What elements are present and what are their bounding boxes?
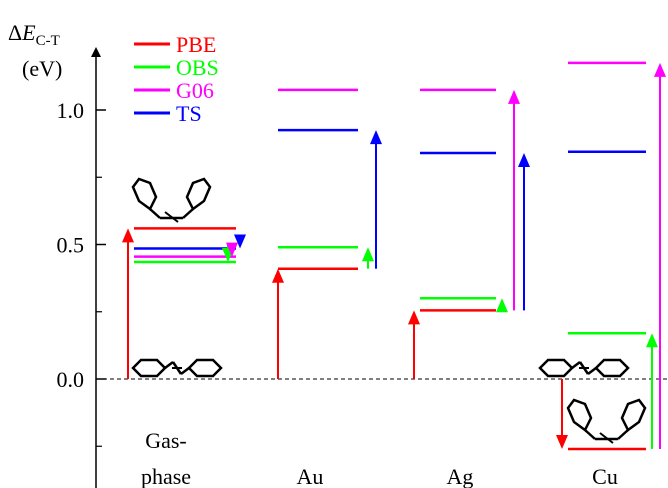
trans-molecule-icon [131,358,223,378]
category-label: phase [141,464,191,488]
cis-molecule-icon [131,177,212,223]
category-label: Ag [447,464,474,488]
category-label-line1: Gas- [145,428,187,453]
y-tick-labels: 0.0 0.5 1.0 ΔEC-T (eV) [8,20,84,392]
y-tick-label: 1.0 [57,98,85,123]
arrow-obs-head [362,247,374,262]
y-tick-label: 0.5 [57,233,85,258]
arrow-pbe-head [122,228,134,243]
arrow-obs-head [646,333,658,348]
arrow-g06-head [654,62,666,77]
cis-molecule-icon-cu [566,398,647,444]
category-labels: Gas-phase Au Ag Cu [141,428,618,488]
legend-label-ts: TS [176,101,202,126]
y-axis-unit: (eV) [22,56,62,81]
legend-label-g06: G06 [176,78,214,103]
category-label: Cu [592,464,618,488]
legend-label-pbe: PBE [176,32,216,57]
arrow-ts-head [234,234,246,249]
arrow-pbe-head [272,268,284,283]
legend-label-obs: OBS [176,55,219,80]
y-axis-label: ΔEC-T [8,20,60,49]
arrow-pbe-head [556,434,568,449]
arrow-obs-head [496,298,508,313]
y-tick-label: 0.0 [57,367,85,392]
energy-arrows [122,62,666,449]
arrow-g06-head [508,89,520,104]
arrow-pbe-head [408,310,420,325]
trans-molecule-icon-cu [538,358,630,378]
category-label: Au [297,464,324,488]
arrow-ts-head [370,130,382,145]
energy-levels [134,61,646,451]
arrow-ts-head [518,153,530,168]
arrow-g06-head [226,242,238,257]
y-axis [91,47,106,488]
